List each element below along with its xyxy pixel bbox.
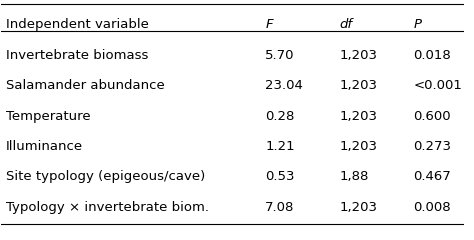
Text: 0.273: 0.273 xyxy=(413,140,451,153)
Text: 1.21: 1.21 xyxy=(265,140,295,153)
Text: 1,203: 1,203 xyxy=(339,49,377,62)
Text: <0.001: <0.001 xyxy=(413,79,462,92)
Text: 1,203: 1,203 xyxy=(339,110,377,123)
Text: Illuminance: Illuminance xyxy=(6,140,83,153)
Text: 23.04: 23.04 xyxy=(265,79,303,92)
Text: 5.70: 5.70 xyxy=(265,49,295,62)
Text: F: F xyxy=(265,18,273,31)
Text: 1,203: 1,203 xyxy=(339,79,377,92)
Text: Temperature: Temperature xyxy=(6,110,91,123)
Text: 0.008: 0.008 xyxy=(413,201,451,214)
Text: Invertebrate biomass: Invertebrate biomass xyxy=(6,49,148,62)
Text: 1,203: 1,203 xyxy=(339,201,377,214)
Text: P: P xyxy=(413,18,421,31)
Text: Typology × invertebrate biom.: Typology × invertebrate biom. xyxy=(6,201,209,214)
Text: Independent variable: Independent variable xyxy=(6,18,149,31)
Text: Salamander abundance: Salamander abundance xyxy=(6,79,165,92)
Text: 0.28: 0.28 xyxy=(265,110,294,123)
Text: Site typology (epigeous/cave): Site typology (epigeous/cave) xyxy=(6,170,205,183)
Text: 1,203: 1,203 xyxy=(339,140,377,153)
Text: 0.018: 0.018 xyxy=(413,49,451,62)
Text: 0.467: 0.467 xyxy=(413,170,451,183)
Text: df: df xyxy=(339,18,352,31)
Text: 0.53: 0.53 xyxy=(265,170,295,183)
Text: 0.600: 0.600 xyxy=(413,110,451,123)
Text: 1,88: 1,88 xyxy=(339,170,369,183)
Text: 7.08: 7.08 xyxy=(265,201,294,214)
